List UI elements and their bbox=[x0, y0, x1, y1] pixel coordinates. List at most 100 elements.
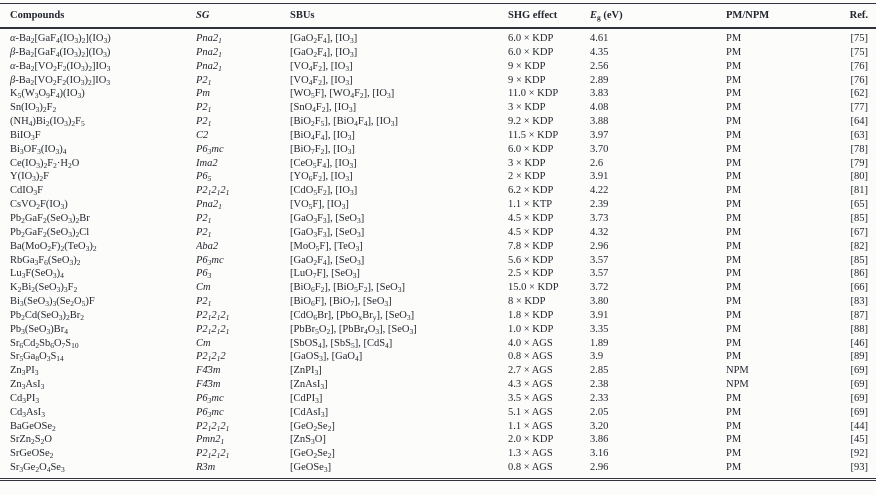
cell-compound: Pb2Cd(SeO3)2Br2 bbox=[10, 309, 84, 322]
cell-ref: [85] bbox=[850, 254, 869, 266]
cell-sbus: [CdAsI3] bbox=[290, 406, 329, 419]
column-header-ref: Ref. bbox=[849, 10, 868, 21]
cell-sg: P63mc bbox=[196, 392, 224, 405]
cell-compound: Pb2GaF2(SeO3)2Cl bbox=[10, 226, 90, 239]
cell-eg: 3.9 bbox=[590, 351, 604, 363]
compound-properties-table: Compounds SG SBUs SHG effect Eg (eV) PM/NPM Re… bbox=[0, 3, 876, 481]
cell-shg: 0.8 × AGS bbox=[508, 351, 553, 363]
cell-sg: P63mc bbox=[196, 143, 224, 156]
cell-sbus: [GeO2Se2] bbox=[290, 448, 335, 461]
cell-sbus: [BiO6F2], [BiO5F2], [SeO3] bbox=[290, 282, 406, 295]
table-row: Sr5Ga8O3S14 P21212 [GaOS3], [GaO4] 0.8 × AG… bbox=[0, 350, 876, 364]
cell-pm: PM bbox=[726, 157, 742, 169]
cell-eg: 2.85 bbox=[590, 365, 609, 377]
cell-ref: [75] bbox=[850, 46, 869, 58]
cell-sbus: [VO4F2], [IO3] bbox=[290, 74, 353, 87]
cell-eg: 4.61 bbox=[590, 33, 609, 44]
cell-sg: Pna21 bbox=[196, 199, 222, 212]
cell-sg: P65 bbox=[196, 171, 212, 184]
cell-compound: CdIO3F bbox=[10, 185, 43, 198]
cell-shg: 6.0 × KDP bbox=[508, 46, 554, 58]
cell-sbus: [BiO4F4], [IO3] bbox=[290, 129, 355, 142]
cell-ref: [92] bbox=[850, 448, 869, 460]
cell-shg: 4.5 × KDP bbox=[508, 212, 554, 224]
cell-shg: 6.0 × KDP bbox=[508, 33, 554, 44]
cell-ref: [46] bbox=[850, 337, 869, 349]
cell-pm: PM bbox=[726, 33, 742, 44]
cell-pm: PM bbox=[726, 254, 742, 266]
cell-shg: 3 × KDP bbox=[508, 157, 546, 169]
cell-sg: Pmn21 bbox=[196, 434, 225, 447]
cell-shg: 5.6 × KDP bbox=[508, 254, 554, 266]
cell-ref: [80] bbox=[850, 171, 869, 183]
table-row: α-Ba2[GaF4(IO3)2](IO3) Pna21 [GaO2F4], [IO… bbox=[0, 28, 876, 46]
cell-compound: Bi3OF3(IO3)4 bbox=[10, 143, 67, 156]
cell-sg: P63mc bbox=[196, 406, 224, 419]
cell-eg: 3.16 bbox=[590, 448, 609, 460]
table-row: Cd3PI3 P63mc [CdPI3] 3.5 × AGS 2.33 PM [69] bbox=[0, 392, 876, 406]
cell-sbus: [BiO6F], [BiO7], [SeO3] bbox=[290, 296, 392, 309]
column-header-eg: Eg (eV) bbox=[590, 10, 623, 22]
cell-ref: [69] bbox=[850, 379, 869, 391]
cell-pm: PM bbox=[726, 185, 742, 197]
cell-compound: Cd3AsI3 bbox=[10, 406, 45, 419]
cell-shg: 9.2 × KDP bbox=[508, 116, 554, 128]
cell-sbus: [CdPI3] bbox=[290, 392, 323, 405]
cell-eg: 2.39 bbox=[590, 199, 609, 211]
cell-ref: [44] bbox=[850, 420, 869, 432]
cell-sbus: [CdO5F2], [IO3] bbox=[290, 185, 358, 198]
cell-sbus: [GeOSe3] bbox=[290, 462, 332, 475]
cell-ref: [75] bbox=[850, 33, 869, 44]
cell-sbus: [MoO5F], [TeO3] bbox=[290, 240, 363, 253]
cell-ref: [88] bbox=[850, 323, 869, 335]
cell-shg: 8 × KDP bbox=[508, 296, 546, 308]
cell-pm: PM bbox=[726, 282, 742, 294]
cell-compound: α-Ba2[GaF4(IO3)2](IO3) bbox=[10, 33, 111, 45]
cell-compound: Zn3PI3 bbox=[10, 365, 39, 378]
cell-shg: 6.2 × KDP bbox=[508, 185, 554, 197]
cell-sbus: [SnO4F2], [IO3] bbox=[290, 102, 357, 115]
column-header-sg: SG bbox=[196, 10, 210, 21]
cell-pm: PM bbox=[726, 240, 742, 252]
cell-sbus: [ZnAsI3] bbox=[290, 379, 328, 392]
cell-pm: PM bbox=[726, 351, 742, 363]
cell-sbus: [GaO3F3], [SeO3] bbox=[290, 226, 365, 239]
cell-compound: Zn3AsI3 bbox=[10, 379, 45, 392]
cell-sbus: [GeO2Se2] bbox=[290, 420, 335, 433]
table-row: Lu3F(SeO3)4 P63 [LuO7F], [SeO3] 2.5 × KDP 3.… bbox=[0, 267, 876, 281]
cell-eg: 3.88 bbox=[590, 116, 609, 128]
cell-pm: PM bbox=[726, 309, 742, 321]
cell-sg: P212121 bbox=[196, 185, 230, 198]
cell-compound: SrZn2S2O bbox=[10, 434, 52, 447]
cell-ref: [69] bbox=[850, 392, 869, 404]
cell-eg: 3.20 bbox=[590, 420, 609, 432]
table-row: CdIO3F P212121 [CdO5F2], [IO3] 6.2 × KDP 4.2… bbox=[0, 184, 876, 198]
cell-shg: 1.3 × AGS bbox=[508, 448, 553, 460]
cell-sg: F4̄3m bbox=[196, 379, 221, 391]
cell-pm: PM bbox=[726, 74, 742, 86]
cell-sbus: [ZnPI3] bbox=[290, 365, 322, 378]
cell-ref: [85] bbox=[850, 212, 869, 224]
cell-eg: 3.57 bbox=[590, 268, 609, 280]
cell-sbus: [VO5F], [IO3] bbox=[290, 199, 349, 212]
table-row: Pb2Cd(SeO3)2Br2 P212121 [CdO6Br], [PbOxBry… bbox=[0, 309, 876, 323]
cell-ref: [81] bbox=[850, 185, 869, 197]
cell-shg: 11.0 × KDP bbox=[508, 88, 559, 100]
cell-shg: 9 × KDP bbox=[508, 74, 546, 86]
cell-compound: Pb2GaF2(SeO3)2Br bbox=[10, 212, 90, 225]
table-row: Cd3AsI3 P63mc [CdAsI3] 5.1 × AGS 2.05 PM [69] bbox=[0, 406, 876, 420]
cell-sg: P21 bbox=[196, 212, 212, 225]
cell-sg: F4̄3m bbox=[196, 365, 221, 377]
cell-pm: PM bbox=[726, 102, 742, 114]
cell-shg: 1.1 × AGS bbox=[508, 420, 553, 432]
cell-sg: P212121 bbox=[196, 420, 230, 433]
cell-eg: 3.86 bbox=[590, 434, 609, 446]
cell-shg: 3.5 × AGS bbox=[508, 392, 553, 404]
cell-sbus: [VO4F2], [IO3] bbox=[290, 60, 353, 73]
cell-shg: 1.1 × KTP bbox=[508, 199, 553, 211]
table-row: K2Bi2(SeO3)3F2 Cm [BiO6F2], [BiO5F2], [SeO… bbox=[0, 281, 876, 295]
cell-eg: 4.32 bbox=[590, 226, 609, 238]
cell-ref: [87] bbox=[850, 309, 869, 321]
cell-compound: β-Ba2[VO2F2(IO3)2]IO3 bbox=[10, 74, 111, 87]
cell-compound: β-Ba2[GaF4(IO3)2](IO3) bbox=[10, 46, 111, 59]
